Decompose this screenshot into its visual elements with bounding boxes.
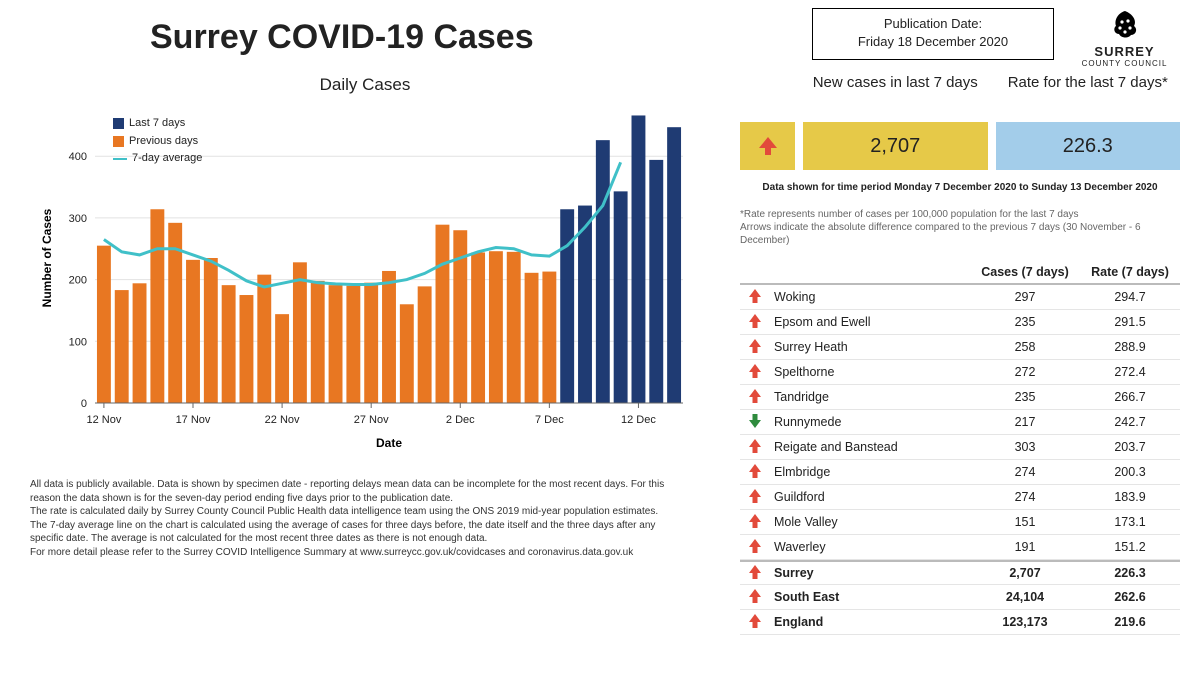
- table-header: Cases (7 days) Rate (7 days): [740, 260, 1180, 285]
- arrow-up-icon: [747, 513, 763, 529]
- rate-footnote: *Rate represents number of cases per 100…: [740, 208, 1180, 247]
- bar: [471, 252, 485, 403]
- arrow-up-icon: [747, 288, 763, 304]
- svg-text:17 Nov: 17 Nov: [176, 414, 211, 426]
- legend-prev: Previous days: [113, 133, 202, 151]
- arrow-up-icon: [747, 564, 763, 580]
- kpi-rate-value: 226.3: [996, 122, 1181, 170]
- table-row: Runnymede 217 242.7: [740, 410, 1180, 435]
- legend-avg: 7-day average: [113, 150, 202, 168]
- bar: [150, 209, 164, 403]
- bar: [436, 225, 450, 403]
- pub-date-value: Friday 18 December 2020: [817, 33, 1049, 51]
- bar: [97, 246, 111, 403]
- table-row: Tandridge 235 266.7: [740, 385, 1180, 410]
- daily-cases-chart: Daily Cases 0 100 200 300 400 12 Nov 17 Nov 22 …: [35, 75, 695, 455]
- arrow-up-icon: [747, 338, 763, 354]
- bar: [204, 258, 218, 403]
- svg-text:22 Nov: 22 Nov: [265, 414, 300, 426]
- bar: [257, 275, 271, 403]
- arrow-up-icon: [747, 538, 763, 554]
- svg-text:400: 400: [69, 151, 87, 163]
- bar: [667, 127, 681, 403]
- svg-text:300: 300: [69, 213, 87, 225]
- arrow-down-icon: [747, 413, 763, 429]
- arrow-up-icon: [747, 438, 763, 454]
- disclaimer-text: All data is publicly available. Data is …: [30, 478, 690, 559]
- bar: [632, 115, 646, 403]
- table-row: Woking 297 294.7: [740, 285, 1180, 310]
- svg-text:Number of Cases: Number of Cases: [40, 208, 54, 307]
- svg-text:12 Dec: 12 Dec: [621, 414, 656, 426]
- table-row: Waverley 191 151.2: [740, 535, 1180, 560]
- bar: [596, 140, 610, 403]
- legend-last7: Last 7 days: [113, 115, 202, 133]
- table-summary-row: Surrey 2,707 226.3: [740, 560, 1180, 585]
- arrow-up-icon: [757, 135, 779, 157]
- bar: [186, 260, 200, 403]
- district-table: Cases (7 days) Rate (7 days) Woking 297 …: [740, 260, 1180, 635]
- arrow-up-icon: [747, 463, 763, 479]
- bar: [115, 290, 129, 403]
- chart-legend: Last 7 days Previous days 7-day average: [113, 115, 202, 168]
- oak-leaf-icon: [1108, 8, 1142, 42]
- table-summary-row: England 123,173 219.6: [740, 610, 1180, 635]
- bar: [542, 272, 556, 403]
- arrow-up-icon: [747, 313, 763, 329]
- table-row: Mole Valley 151 173.1: [740, 510, 1180, 535]
- table-row: Surrey Heath 258 288.9: [740, 335, 1180, 360]
- bar: [507, 252, 521, 403]
- arrow-up-icon: [747, 613, 763, 629]
- publication-date-box: Publication Date: Friday 18 December 202…: [812, 8, 1054, 60]
- pub-date-label: Publication Date:: [817, 15, 1049, 33]
- kpi-new-value: 2,707: [803, 122, 988, 170]
- bar: [364, 283, 378, 403]
- bar: [578, 206, 592, 403]
- svg-text:12 Nov: 12 Nov: [86, 414, 121, 426]
- arrow-up-icon: [747, 588, 763, 604]
- bar: [489, 251, 503, 403]
- bar: [649, 160, 663, 403]
- logo-text: SURREY: [1067, 44, 1182, 59]
- bar: [560, 209, 574, 403]
- bar: [346, 286, 360, 403]
- bar: [382, 271, 396, 403]
- table-row: Spelthorne 272 272.4: [740, 360, 1180, 385]
- bar: [311, 281, 325, 403]
- svg-text:0: 0: [81, 398, 87, 410]
- kpi-row: 2,707 226.3: [740, 80, 1180, 170]
- bar: [418, 286, 432, 403]
- svg-text:7 Dec: 7 Dec: [535, 414, 564, 426]
- bar: [614, 191, 628, 403]
- data-period-note: Data shown for time period Monday 7 Dece…: [740, 182, 1180, 193]
- svg-text:2 Dec: 2 Dec: [446, 414, 475, 426]
- table-row: Elmbridge 274 200.3: [740, 460, 1180, 485]
- page-title: Surrey COVID-19 Cases: [150, 18, 534, 57]
- arrow-up-icon: [747, 363, 763, 379]
- table-row: Reigate and Banstead 303 203.7: [740, 435, 1180, 460]
- svg-text:200: 200: [69, 275, 87, 287]
- svg-text:Date: Date: [376, 436, 402, 450]
- table-row: Epsom and Ewell 235 291.5: [740, 310, 1180, 335]
- bar: [133, 283, 147, 403]
- kpi-arrow-box: [740, 122, 795, 170]
- logo-subtext: COUNTY COUNCIL: [1067, 59, 1182, 68]
- table-row: Guildford 274 183.9: [740, 485, 1180, 510]
- bar: [525, 273, 539, 403]
- bar: [275, 314, 289, 403]
- table-summary-row: South East 24,104 262.6: [740, 585, 1180, 610]
- svg-text:27 Nov: 27 Nov: [354, 414, 389, 426]
- arrow-up-icon: [747, 388, 763, 404]
- chart-title: Daily Cases: [35, 75, 695, 95]
- bar: [293, 262, 307, 403]
- bar: [240, 295, 254, 403]
- bar: [222, 285, 236, 403]
- arrow-up-icon: [747, 488, 763, 504]
- bar: [329, 285, 343, 403]
- svg-text:100: 100: [69, 336, 87, 348]
- bar: [400, 304, 414, 403]
- surrey-logo: SURREY COUNTY COUNCIL: [1067, 8, 1182, 68]
